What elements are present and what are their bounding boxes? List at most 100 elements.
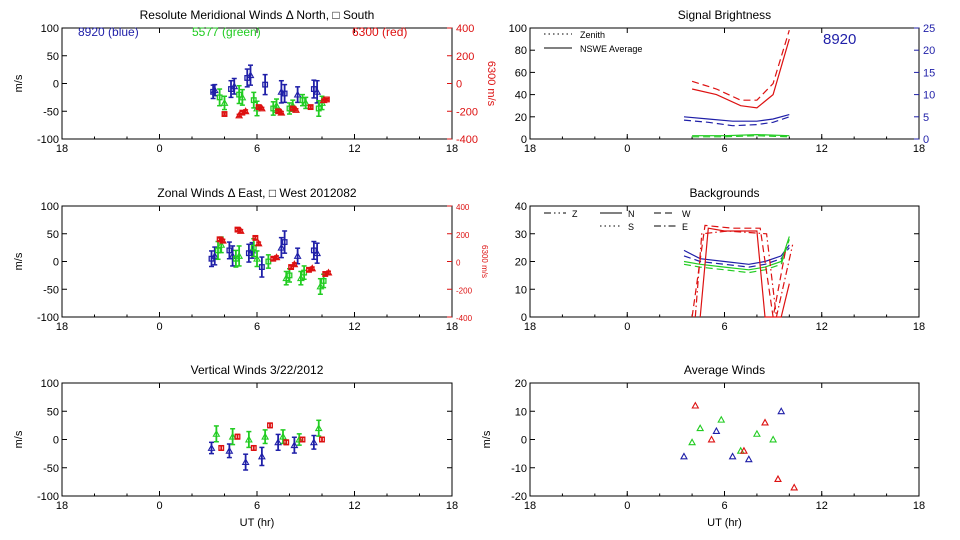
y-tick-label-meridional: -50 <box>43 106 59 118</box>
x-tick-label-vertical: 12 <box>348 500 360 512</box>
data-point <box>281 90 288 97</box>
data-point <box>230 82 239 90</box>
y-tick-label-backgrounds: 20 <box>515 257 527 269</box>
y-tick-label-meridional: 0 <box>53 79 59 91</box>
y2-tick-label-zonal: -200 <box>456 286 473 295</box>
y-tick-label-backgrounds: 10 <box>515 284 527 296</box>
data-point <box>293 251 302 259</box>
x-tick-label-backgrounds: 6 <box>721 321 727 333</box>
data-point <box>228 251 237 259</box>
y2-tick-label-signal: 15 <box>923 67 935 79</box>
data-point <box>712 426 721 434</box>
data-point <box>250 445 257 451</box>
data-point <box>313 87 322 95</box>
y2-tick-label-meridional: -400 <box>456 134 478 146</box>
series-line-signal <box>692 133 790 137</box>
x-tick-label-zonal: 18 <box>446 321 458 333</box>
y-tick-label-signal: 0 <box>521 134 527 146</box>
data-point <box>267 422 273 429</box>
data-point <box>316 282 325 290</box>
data-point <box>283 439 290 446</box>
y-tick-label-signal: 80 <box>515 45 527 57</box>
y-tick-label-zonal: 100 <box>41 201 59 213</box>
data-point <box>299 97 306 104</box>
data-point <box>286 272 293 279</box>
data-point <box>293 90 302 98</box>
y-tick-label-zonal: 0 <box>53 257 59 269</box>
y-tick-label-backgrounds: 40 <box>515 201 527 213</box>
series-line-signal <box>692 135 790 138</box>
data-point <box>696 424 705 432</box>
y-tick-label-average: -10 <box>511 463 527 475</box>
data-point <box>221 111 228 117</box>
data-point <box>253 254 261 262</box>
x-axis-label-vertical: UT (hr) <box>240 517 275 529</box>
x-tick-label-signal: 12 <box>816 143 828 155</box>
data-point <box>292 105 300 113</box>
series-line-backgrounds <box>683 236 790 271</box>
x-tick-label-zonal: 18 <box>56 321 68 333</box>
series-line-signal <box>691 30 790 101</box>
x-tick-label-average: 6 <box>721 500 727 512</box>
annotation-label: 5577 (green) <box>192 25 261 39</box>
plot-title-backgrounds: Backgrounds <box>689 186 759 200</box>
y-tick-label-vertical: 0 <box>53 435 59 447</box>
data-point <box>296 274 305 282</box>
y-tick-label-average: 0 <box>521 435 527 447</box>
data-point <box>274 438 283 446</box>
y-tick-label-meridional: 100 <box>41 23 59 35</box>
data-point <box>769 435 778 443</box>
y2-axis-label-zonal: 6300 m/s <box>480 245 489 278</box>
data-point <box>310 247 317 254</box>
data-point <box>277 243 286 251</box>
series-line-backgrounds <box>683 239 790 274</box>
x-tick-label-signal: 0 <box>624 143 630 155</box>
y-tick-label-signal: 100 <box>509 23 527 35</box>
x-tick-label-signal: 18 <box>913 143 925 155</box>
data-point <box>225 446 234 454</box>
data-point <box>254 239 263 247</box>
x-tick-label-vertical: 18 <box>446 500 458 512</box>
data-point <box>761 418 769 426</box>
x-tick-label-vertical: 6 <box>254 500 260 512</box>
x-tick-label-vertical: 18 <box>56 500 68 512</box>
data-point <box>717 415 726 423</box>
y-axis-label-vertical: m/s <box>13 430 25 448</box>
data-point <box>236 91 243 98</box>
data-point <box>728 452 737 460</box>
y-tick-label-vertical: -50 <box>43 463 59 475</box>
series-line-signal <box>691 38 790 109</box>
x-tick-label-average: 0 <box>624 500 630 512</box>
x-tick-label-signal: 6 <box>721 143 727 155</box>
y2-tick-label-zonal: -400 <box>456 314 473 323</box>
y2-tick-label-zonal: 200 <box>456 231 470 240</box>
y-tick-label-signal: 40 <box>515 90 527 102</box>
data-point <box>236 226 245 234</box>
y2-tick-label-signal: 10 <box>923 90 935 102</box>
series-line-signal <box>683 116 790 127</box>
data-point <box>218 236 227 244</box>
x-tick-label-signal: 18 <box>524 143 536 155</box>
series-line-signal <box>683 114 790 122</box>
data-point <box>688 438 697 446</box>
y2-tick-label-meridional: 400 <box>456 23 474 35</box>
data-point <box>235 251 244 259</box>
y-tick-label-signal: 60 <box>515 67 527 79</box>
x-tick-label-backgrounds: 18 <box>524 321 536 333</box>
x-tick-label-meridional: 0 <box>156 143 162 155</box>
y2-tick-label-meridional: 0 <box>456 79 462 91</box>
data-point <box>319 436 325 443</box>
data-point <box>258 264 265 270</box>
x-tick-label-zonal: 12 <box>348 321 360 333</box>
data-point <box>299 436 306 443</box>
data-point <box>212 429 221 437</box>
x-tick-label-vertical: 0 <box>156 500 162 512</box>
y-axis-label-meridional: m/s <box>13 74 25 92</box>
data-point <box>310 86 317 92</box>
data-point <box>216 94 223 101</box>
annotation-label: 8920 <box>823 31 856 48</box>
data-point <box>315 105 322 112</box>
data-point <box>257 104 266 112</box>
y-tick-label-average: -20 <box>511 491 527 503</box>
data-point <box>309 438 318 446</box>
